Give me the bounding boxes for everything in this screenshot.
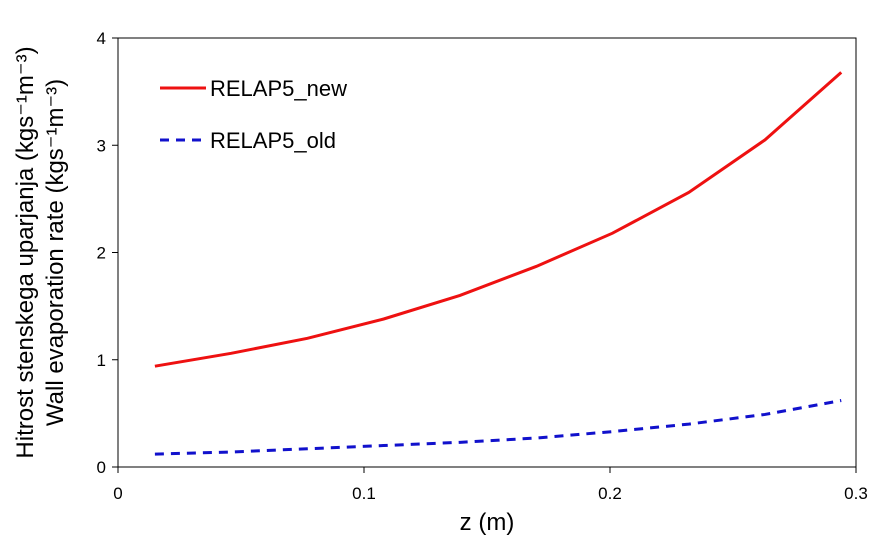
x-axis-title: z (m) xyxy=(460,509,515,536)
plot-frame xyxy=(117,37,857,468)
y-tick-label: 4 xyxy=(97,29,106,48)
y-tick-label: 3 xyxy=(97,136,106,155)
legend-label: RELAP5_new xyxy=(210,76,347,101)
data-line xyxy=(154,399,842,456)
y-axis-title: Hitrost stenskega uparjanja (kgs⁻¹m⁻³) xyxy=(12,46,39,458)
legend-label: RELAP5_old xyxy=(210,128,336,153)
x-tick-label: 0.2 xyxy=(598,484,622,503)
x-tick-label: 0.3 xyxy=(844,484,868,503)
y-tick-label: 1 xyxy=(97,351,106,370)
x-tick-label: 0.1 xyxy=(352,484,376,503)
y-axis-title: Wall evaporation rate (kgs⁻¹m⁻³) xyxy=(42,79,69,426)
x-tick-label: 0 xyxy=(113,484,122,503)
y-tick-label: 2 xyxy=(97,244,106,263)
y-tick-label: 0 xyxy=(97,458,106,477)
data-line xyxy=(154,71,843,368)
